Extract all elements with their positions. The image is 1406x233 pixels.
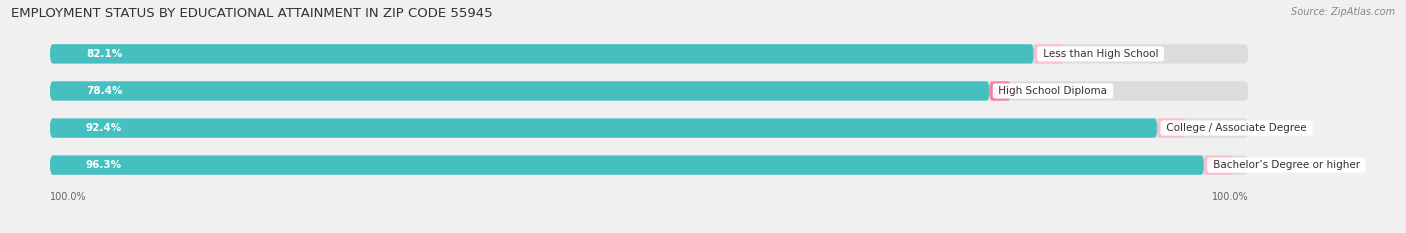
FancyBboxPatch shape <box>51 155 1249 175</box>
Text: 100.0%: 100.0% <box>1212 192 1249 202</box>
FancyBboxPatch shape <box>51 81 990 101</box>
Text: 92.4%: 92.4% <box>86 123 122 133</box>
FancyBboxPatch shape <box>51 81 1249 101</box>
FancyBboxPatch shape <box>51 118 1157 138</box>
Text: 0.0%: 0.0% <box>1270 160 1296 170</box>
Text: 100.0%: 100.0% <box>51 192 87 202</box>
FancyBboxPatch shape <box>1204 155 1234 175</box>
Text: Bachelor’s Degree or higher: Bachelor’s Degree or higher <box>1209 160 1364 170</box>
FancyBboxPatch shape <box>990 81 1011 101</box>
FancyBboxPatch shape <box>51 118 1249 138</box>
FancyBboxPatch shape <box>1033 44 1064 64</box>
Text: Less than High School: Less than High School <box>1039 49 1161 59</box>
Text: 0.0%: 0.0% <box>1099 49 1126 59</box>
Text: 1.8%: 1.8% <box>1056 86 1081 96</box>
Text: 0.0%: 0.0% <box>1223 123 1250 133</box>
FancyBboxPatch shape <box>51 44 1033 64</box>
Text: Source: ZipAtlas.com: Source: ZipAtlas.com <box>1291 7 1395 17</box>
Text: EMPLOYMENT STATUS BY EDUCATIONAL ATTAINMENT IN ZIP CODE 55945: EMPLOYMENT STATUS BY EDUCATIONAL ATTAINM… <box>11 7 494 20</box>
FancyBboxPatch shape <box>51 44 1249 64</box>
Text: 96.3%: 96.3% <box>86 160 122 170</box>
FancyBboxPatch shape <box>51 155 1204 175</box>
Text: 82.1%: 82.1% <box>86 49 122 59</box>
Text: College / Associate Degree: College / Associate Degree <box>1163 123 1310 133</box>
FancyBboxPatch shape <box>1157 118 1187 138</box>
Text: High School Diploma: High School Diploma <box>995 86 1111 96</box>
Text: 78.4%: 78.4% <box>86 86 122 96</box>
